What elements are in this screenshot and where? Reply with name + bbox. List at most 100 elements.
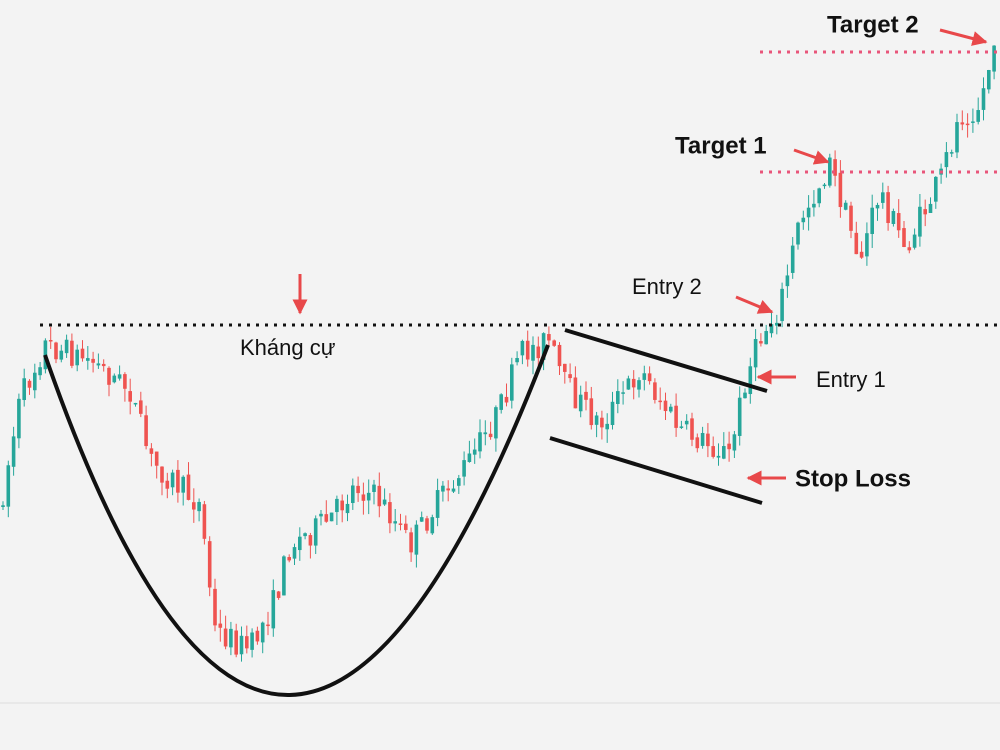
candle bbox=[987, 69, 991, 90]
candle bbox=[859, 251, 864, 258]
candle bbox=[642, 373, 647, 380]
candle bbox=[1, 505, 5, 508]
candle bbox=[91, 358, 95, 363]
candle bbox=[223, 628, 228, 647]
candle bbox=[287, 557, 291, 561]
candle bbox=[276, 591, 281, 598]
candle bbox=[727, 443, 731, 450]
candle bbox=[515, 358, 519, 363]
candle bbox=[451, 488, 456, 492]
candle bbox=[11, 436, 16, 467]
candle bbox=[631, 378, 636, 388]
stop-loss-label: Stop Loss bbox=[795, 465, 911, 492]
candle bbox=[308, 535, 313, 546]
candle bbox=[112, 375, 117, 383]
candle bbox=[753, 339, 758, 368]
candle bbox=[488, 433, 493, 438]
candle bbox=[775, 322, 779, 326]
candle bbox=[351, 485, 355, 504]
candle bbox=[478, 432, 482, 452]
candle bbox=[319, 513, 323, 517]
candle bbox=[944, 152, 949, 168]
candle bbox=[86, 358, 90, 361]
candle bbox=[881, 192, 885, 203]
candle bbox=[43, 340, 48, 370]
candle bbox=[117, 374, 122, 379]
candle bbox=[144, 415, 148, 447]
candle bbox=[907, 247, 912, 251]
candle bbox=[149, 448, 154, 454]
candle bbox=[918, 206, 922, 237]
candle bbox=[658, 400, 662, 403]
candle bbox=[245, 636, 249, 649]
candle bbox=[785, 275, 790, 287]
candle bbox=[239, 635, 244, 655]
candle bbox=[483, 432, 488, 435]
candle bbox=[669, 406, 673, 412]
candle bbox=[494, 407, 498, 439]
candle bbox=[250, 632, 254, 650]
candle bbox=[303, 533, 307, 537]
candle bbox=[647, 373, 652, 382]
candle bbox=[955, 122, 959, 153]
candle bbox=[404, 523, 408, 530]
candle bbox=[912, 234, 917, 248]
candles bbox=[1, 45, 996, 662]
candle bbox=[366, 492, 371, 501]
candle bbox=[38, 367, 42, 376]
candle bbox=[382, 499, 387, 505]
candle bbox=[218, 623, 223, 628]
candle bbox=[764, 331, 768, 345]
candle bbox=[202, 504, 207, 539]
candle bbox=[690, 418, 694, 440]
candle bbox=[520, 340, 525, 356]
candle bbox=[96, 363, 101, 366]
arrow bbox=[793, 148, 830, 165]
candle bbox=[578, 394, 583, 412]
candle bbox=[934, 176, 938, 202]
candle bbox=[790, 245, 795, 273]
candle bbox=[22, 378, 26, 401]
candle bbox=[663, 400, 668, 412]
candle bbox=[441, 485, 445, 492]
candle bbox=[467, 453, 472, 462]
candle bbox=[722, 446, 726, 459]
candle bbox=[525, 340, 530, 360]
candle bbox=[743, 392, 747, 399]
candle bbox=[324, 514, 329, 522]
candle bbox=[780, 288, 784, 322]
candle bbox=[54, 342, 58, 360]
candle bbox=[817, 188, 821, 204]
candle bbox=[64, 339, 69, 354]
candle bbox=[605, 423, 609, 430]
candle bbox=[345, 503, 350, 514]
candle bbox=[563, 363, 567, 372]
candle bbox=[865, 233, 869, 257]
candle bbox=[160, 466, 164, 483]
candle bbox=[504, 396, 509, 403]
candle bbox=[398, 523, 403, 525]
candle bbox=[536, 346, 541, 359]
candle bbox=[949, 152, 954, 154]
candle bbox=[960, 122, 965, 125]
candle bbox=[684, 420, 689, 425]
candle bbox=[229, 628, 233, 648]
candle bbox=[165, 480, 170, 489]
candle bbox=[409, 532, 413, 553]
candle bbox=[298, 536, 302, 551]
candle bbox=[186, 474, 191, 500]
candle bbox=[335, 498, 339, 513]
candle bbox=[833, 159, 837, 176]
candle bbox=[213, 588, 217, 626]
candle bbox=[255, 630, 260, 642]
candle bbox=[923, 209, 927, 215]
candle bbox=[748, 366, 753, 395]
candle bbox=[419, 517, 424, 522]
candle bbox=[822, 184, 827, 187]
candle bbox=[154, 451, 159, 466]
candle bbox=[706, 433, 710, 447]
candle bbox=[128, 391, 132, 402]
candle bbox=[732, 434, 737, 451]
